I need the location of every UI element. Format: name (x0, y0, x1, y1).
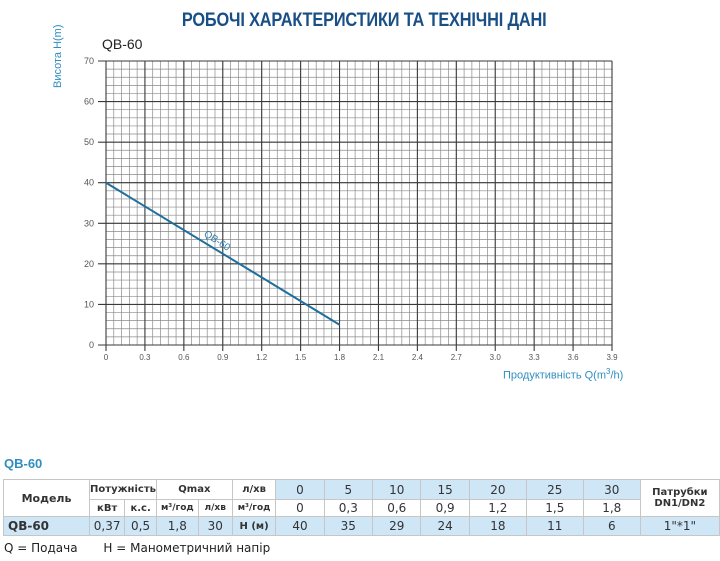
header-hp: к.с. (124, 499, 157, 517)
flow-m3h-cell: 0 (275, 499, 325, 517)
header-unit-lmin: л/хв (231, 479, 277, 500)
head-cell: 29 (372, 516, 422, 536)
flow-m3h-cell: 0,3 (323, 499, 374, 517)
flow-lmin-cell: 15 (420, 479, 470, 500)
axis-ticks: 0 0.3 0.6 0.9 1.2 1.5 1.8 2.1 2.4 2.7 3.0 3.3 3.6 3.9… (84, 56, 618, 362)
svg-text:0.3: 0.3 (139, 353, 151, 362)
header-lmin: л/хв (197, 499, 233, 517)
svg-text:60: 60 (84, 97, 94, 107)
svg-text:70: 70 (84, 56, 94, 66)
flow-m3h-cell: 0,6 (372, 499, 422, 517)
legend-h: H = Манометричний напір (103, 541, 271, 555)
header-power: Потужність (89, 479, 157, 500)
svg-text:3.3: 3.3 (529, 353, 541, 362)
svg-text:0.6: 0.6 (178, 353, 190, 362)
row-ports: 1"*1" (639, 516, 720, 536)
header-ports: Патрубки DN1/DN2 (639, 479, 720, 517)
head-cell: 24 (420, 516, 470, 536)
svg-text:1.2: 1.2 (256, 353, 268, 362)
svg-text:2.7: 2.7 (451, 353, 463, 362)
header-model: Модель (2, 479, 91, 517)
flow-m3h-cell: 1,8 (582, 499, 641, 517)
chart-model-label: QB-60 (102, 36, 143, 52)
legend-q: Q = Подача (4, 541, 78, 555)
svg-text:1.5: 1.5 (295, 353, 307, 362)
head-cell: 18 (468, 516, 527, 536)
head-cell: 35 (323, 516, 374, 536)
svg-text:0: 0 (89, 340, 94, 350)
header-unit-m3h: м³/год (231, 499, 277, 517)
svg-text:40: 40 (84, 178, 94, 188)
row-qmax-lmin: 30 (197, 516, 233, 536)
svg-text:30: 30 (84, 218, 94, 228)
legend: Q = Подача H = Манометричний напір (4, 541, 292, 555)
flow-lmin-cell: 25 (525, 479, 584, 500)
flow-lmin-cell: 0 (275, 479, 325, 500)
row-qmax-m3h: 1,8 (155, 516, 199, 536)
svg-text:10: 10 (84, 299, 94, 309)
header-kw: кВт (89, 499, 126, 517)
flow-m3h-cell: 1,5 (525, 499, 584, 517)
flow-m3h-cell: 1,2 (468, 499, 527, 517)
grid-major (98, 60, 613, 351)
flow-m3h-cell: 0,9 (420, 499, 470, 517)
svg-text:0: 0 (104, 353, 109, 362)
flow-lmin-cell: 10 (372, 479, 422, 500)
svg-text:50: 50 (84, 137, 94, 147)
row-kw: 0,37 (89, 516, 126, 536)
head-cell: 40 (275, 516, 325, 536)
row-unit-h: H (м) (231, 516, 277, 536)
performance-chart: 0 0.3 0.6 0.9 1.2 1.5 1.8 2.1 2.4 2.7 3.0 3.3 3.6 3.9… (84, 56, 618, 362)
row-hp: 0,5 (124, 516, 157, 536)
page-title: РОБОЧІ ХАРАКТЕРИСТИКИ ТА ТЕХНІЧНІ ДАНІ (181, 10, 547, 31)
grid-minor (105, 60, 613, 346)
svg-text:3.9: 3.9 (606, 353, 618, 362)
table-row: QB-60 0,37 0,5 1,8 30 H (м) 40 35 29 24 … (2, 516, 720, 536)
flow-lmin-cell: 20 (468, 479, 527, 500)
y-axis-label: Висота H(m) (52, 24, 64, 88)
head-cell: 11 (525, 516, 584, 536)
header-m3h: м³/год (155, 499, 199, 517)
svg-text:3.6: 3.6 (568, 353, 580, 362)
head-cell: 6 (582, 516, 641, 536)
spec-table: Модель Потужність Qmax л/хв 0 5 10 15 20… (2, 479, 720, 536)
header-qmax: Qmax (155, 479, 233, 500)
row-model: QB-60 (2, 516, 91, 536)
svg-text:2.4: 2.4 (412, 353, 424, 362)
flow-lmin-cell: 5 (323, 479, 374, 500)
svg-text:0.9: 0.9 (217, 353, 229, 362)
flow-lmin-cell: 30 (582, 479, 641, 500)
x-axis-label: Продуктивність Q(m3/h) (503, 367, 624, 382)
table-title: QB-60 (4, 456, 43, 471)
svg-text:2.1: 2.1 (373, 353, 385, 362)
svg-text:3.0: 3.0 (490, 353, 502, 362)
svg-text:1.8: 1.8 (334, 353, 346, 362)
svg-text:20: 20 (84, 259, 94, 269)
